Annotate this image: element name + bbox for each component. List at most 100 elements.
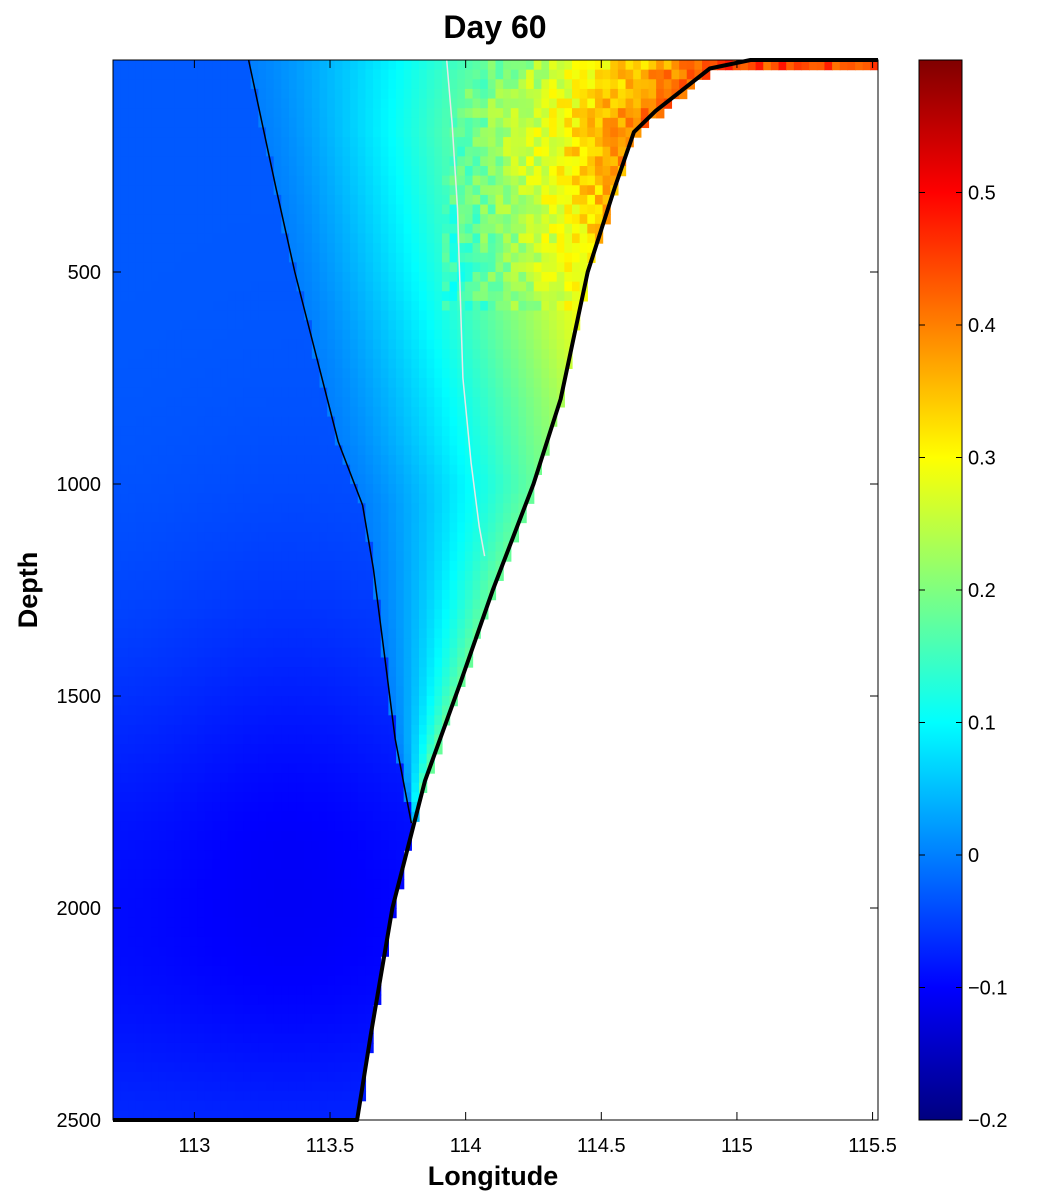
heatmap-cell: [342, 156, 351, 167]
heatmap-cell: [181, 908, 191, 919]
heatmap-cell: [426, 156, 435, 167]
heatmap-cell: [472, 127, 481, 138]
heatmap-cell: [441, 609, 451, 620]
heatmap-cell: [350, 802, 359, 813]
heatmap-cell: [357, 358, 367, 369]
heatmap-cell: [166, 185, 175, 196]
heatmap-cell: [220, 541, 229, 553]
heatmap-cell: [472, 532, 481, 543]
heatmap-cell: [281, 233, 290, 244]
heatmap-cell: [120, 320, 129, 331]
heatmap-cell: [327, 1100, 336, 1111]
heatmap-cell: [304, 869, 313, 880]
heatmap-cell: [388, 888, 397, 899]
heatmap-cell: [334, 416, 344, 427]
heatmap-cell: [158, 175, 168, 186]
heatmap-cell: [434, 166, 443, 177]
heatmap-cell: [220, 464, 229, 475]
heatmap-cell: [380, 416, 389, 427]
heatmap-cell: [457, 445, 466, 456]
heatmap-cell: [143, 281, 152, 292]
heatmap-cell: [296, 946, 305, 957]
heatmap-cell: [189, 1062, 198, 1073]
heatmap-cell: [120, 532, 129, 543]
heatmap-cell: [350, 281, 359, 292]
heatmap-cell: [304, 1042, 313, 1054]
heatmap-cell: [243, 628, 252, 639]
heatmap-cell: [288, 936, 298, 948]
heatmap-cell: [273, 686, 282, 697]
heatmap-cell: [181, 1081, 191, 1092]
heatmap-cell: [342, 561, 351, 572]
heatmap-cell: [258, 965, 267, 977]
heatmap-cell: [380, 676, 389, 687]
heatmap-cell: [158, 1081, 168, 1092]
heatmap-cell: [113, 281, 122, 292]
heatmap-cell: [197, 1062, 206, 1073]
heatmap-cell: [357, 455, 367, 466]
heatmap-cell: [189, 908, 198, 919]
heatmap-cell: [281, 1062, 290, 1073]
heatmap-cell: [128, 590, 137, 601]
heatmap-cell: [388, 252, 397, 263]
heatmap-cell: [373, 416, 382, 427]
heatmap-cell: [495, 69, 504, 80]
heatmap-cell: [304, 590, 313, 601]
heatmap-cell: [311, 811, 321, 822]
heatmap-cell: [197, 936, 206, 948]
heatmap-cell: [365, 908, 374, 919]
heatmap-cell: [449, 532, 458, 543]
heatmap-cell: [220, 137, 229, 148]
heatmap-cell: [113, 946, 122, 957]
heatmap-cell: [357, 1004, 367, 1015]
heatmap-cell: [158, 127, 168, 138]
heatmap-cell: [396, 657, 405, 668]
heatmap-cell: [120, 667, 129, 678]
heatmap-cell: [258, 580, 267, 591]
heatmap-cell: [403, 464, 412, 475]
heatmap-cell: [197, 349, 206, 360]
heatmap-cell: [388, 79, 397, 90]
heatmap-cell: [288, 426, 298, 437]
heatmap-cell: [319, 638, 328, 649]
heatmap-cell: [472, 233, 481, 244]
heatmap-cell: [220, 561, 229, 572]
heatmap-cell: [273, 898, 282, 909]
heatmap-cell: [357, 936, 367, 948]
heatmap-cell: [166, 137, 175, 148]
heatmap-cell: [288, 782, 298, 793]
heatmap-cell: [266, 956, 275, 967]
heatmap-cell: [189, 618, 198, 630]
heatmap-cell: [327, 927, 336, 938]
heatmap-cell: [434, 724, 443, 736]
heatmap-cell: [166, 484, 175, 495]
heatmap-cell: [158, 88, 168, 100]
heatmap-cell: [319, 512, 328, 524]
heatmap-cell: [396, 541, 405, 553]
heatmap-cell: [380, 908, 389, 919]
heatmap-cell: [487, 281, 497, 292]
heatmap-cell: [311, 98, 321, 109]
heatmap-cell: [273, 830, 282, 842]
heatmap-cell: [495, 464, 504, 475]
heatmap-cell: [166, 445, 175, 456]
heatmap-cell: [457, 493, 466, 504]
heatmap-cell: [503, 243, 512, 254]
heatmap-cell: [342, 378, 351, 389]
heatmap-cell: [334, 667, 344, 678]
heatmap-cell: [220, 435, 229, 447]
heatmap-cell: [334, 243, 344, 254]
heatmap-cell: [243, 455, 252, 466]
heatmap-cell: [334, 676, 344, 687]
heatmap-cell: [220, 156, 229, 167]
heatmap-cell: [189, 1081, 198, 1092]
heatmap-cell: [212, 840, 221, 851]
heatmap-cell: [419, 426, 428, 437]
heatmap-cell: [350, 590, 359, 601]
heatmap-cell: [434, 676, 443, 687]
heatmap-cell: [158, 272, 168, 283]
heatmap-cell: [449, 252, 458, 263]
heatmap-cell: [288, 1052, 298, 1063]
heatmap-cell: [388, 859, 397, 871]
heatmap-cell: [411, 281, 420, 292]
